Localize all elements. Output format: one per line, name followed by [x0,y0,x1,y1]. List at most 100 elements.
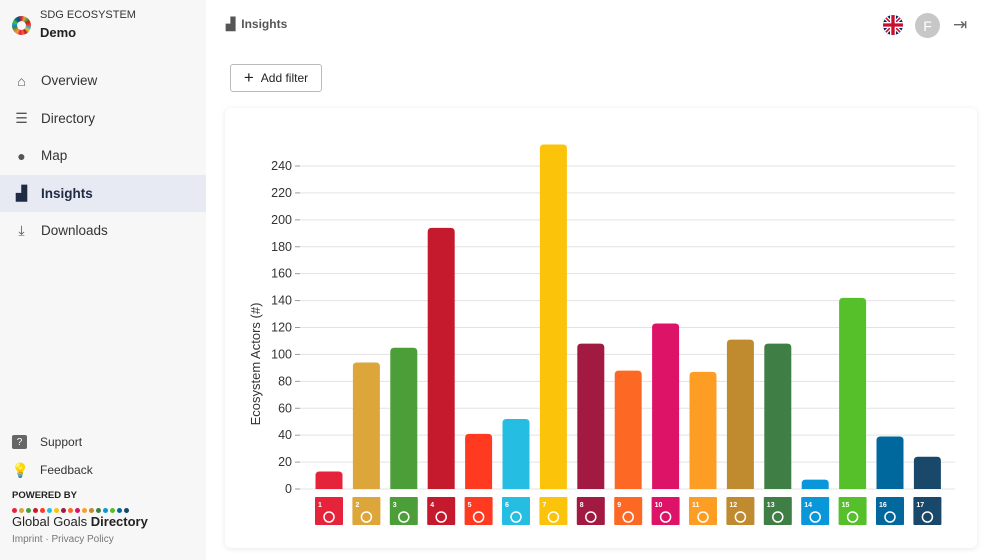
x-tick-label: 16 [879,502,887,509]
sdg-3-icon [389,497,418,525]
sdg-4-icon [427,497,456,525]
y-tick-label: 140 [271,294,292,308]
sdg-dot [26,508,31,513]
sdg-pictogram [734,511,747,523]
sdg-dots [12,508,148,513]
sdg-pictogram [659,511,672,523]
x-tick-label: 11 [692,502,700,509]
bar-sdg-6 [502,419,530,489]
sdg-pictogram [472,511,485,523]
x-tick-label: 6 [505,502,509,509]
lightbulb-icon: 💡 [11,461,30,478]
sdg-dot [33,508,38,513]
sdg-15-icon [838,497,867,525]
sidebar-nav: ⌂ Overview ☰ Directory ● Map ▟ Insights ⤓ Dow… [0,62,206,250]
sdg-pictogram [510,511,522,523]
sdg-pictogram [772,511,784,523]
sdg-pictogram [435,511,447,523]
y-tick-label: 60 [278,401,292,415]
sdg-1-icon [315,497,343,525]
bar-sdg-4 [427,227,455,489]
plus-icon: + [243,68,254,87]
uk-flag-icon[interactable] [883,15,903,35]
brand-title: Demo [40,25,77,40]
global-goals-directory-logo[interactable]: Global Goals Directory [12,514,148,529]
brand[interactable]: SDG ECOSYSTEM Demo [12,9,136,40]
x-tick-label: 17 [916,502,924,509]
sidebar-item-label: Overview [41,73,98,89]
privacy-link[interactable]: Privacy Policy [51,534,114,545]
sdg-9-icon [614,497,643,525]
logout-icon[interactable]: ⇥ [953,15,968,34]
x-tick-label: 9 [617,502,621,509]
sdg-17-icon [913,497,942,525]
bar-sdg-17 [913,456,941,489]
sidebar-item-label: Insights [41,185,93,201]
sdg-dot [40,508,45,513]
x-tick-label: 3 [393,502,397,509]
x-tick-label: 8 [580,502,584,509]
sdg-5-icon [464,497,493,525]
bar-chart-icon: ▟ [226,17,236,31]
bar-sdg-14 [801,479,829,489]
sdg-12-icon [726,497,755,525]
sidebar-item-downloads[interactable]: ⤓ Downloads [0,212,206,250]
sdg-pictogram [360,511,373,523]
bar-sdg-8 [577,343,605,489]
map-pin-icon: ● [17,147,26,164]
brand-subtitle: SDG ECOSYSTEM [40,9,136,21]
x-tick-label: 4 [430,502,434,509]
bar-sdg-3 [390,347,418,489]
sidebar-item-map[interactable]: ● Map [0,137,206,175]
sdg-pictogram [809,511,821,523]
sdg-pictogram [846,511,859,523]
y-tick-label: 20 [278,455,292,469]
sidebar-item-label: Downloads [41,223,108,239]
bar-sdg-10 [652,323,680,489]
sdg-dot [124,508,129,513]
sdg-pictogram [585,511,597,523]
sdg-pictogram [323,511,335,523]
support-link[interactable]: ? Support [12,428,148,456]
y-tick-label: 0 [285,482,292,496]
bar-sdg-12 [726,339,754,489]
page-title: ▟ Insights [226,17,287,31]
sidebar-item-overview[interactable]: ⌂ Overview [0,62,206,100]
imprint-link[interactable]: Imprint [12,534,43,545]
sidebar-item-insights[interactable]: ▟ Insights [0,174,206,212]
sdg-dot [96,508,101,513]
feedback-link[interactable]: 💡 Feedback [12,456,148,484]
x-tick-label: 7 [542,502,546,509]
sdg-pictogram [398,511,410,523]
sdg-14-icon [801,497,830,525]
y-tick-label: 160 [271,267,292,281]
bar-chart: 0 20 40 60 80 100 120 140 160 180 200 220 240 Ecosyst… [248,144,955,525]
sdg-6-icon [502,497,530,525]
ggd-light: Global Goals [12,514,91,529]
x-tick-label: 10 [655,502,663,509]
sdg-2-icon [352,497,381,525]
add-filter-button[interactable]: + Add filter [230,64,322,92]
x-tick-label: 13 [767,502,775,509]
support-icon: ? [12,435,27,449]
sdg-pictogram [884,511,896,523]
page-title-text: Insights [241,17,288,31]
sdg-pictogram [921,511,934,523]
bar-sdg-9 [614,370,642,489]
avatar[interactable]: F [915,13,940,38]
sdg-16-icon [876,497,904,525]
y-axis-label: Ecosystem Actors (#) [248,303,263,426]
y-tick-label: 200 [271,213,292,227]
sdg-dot [61,508,66,513]
x-tick-label: 14 [804,502,812,509]
separator: · [42,534,52,545]
sidebar-item-directory[interactable]: ☰ Directory [0,100,206,138]
x-tick-label: 12 [729,502,737,509]
bar-sdg-11 [689,371,717,489]
sdg-dot [117,508,122,513]
y-tick-label: 240 [271,159,292,173]
bar-sdg-1 [315,471,343,489]
x-tick-label: 1 [318,502,322,509]
sdg-11-icon [689,497,717,525]
sdg-dot [103,508,108,513]
